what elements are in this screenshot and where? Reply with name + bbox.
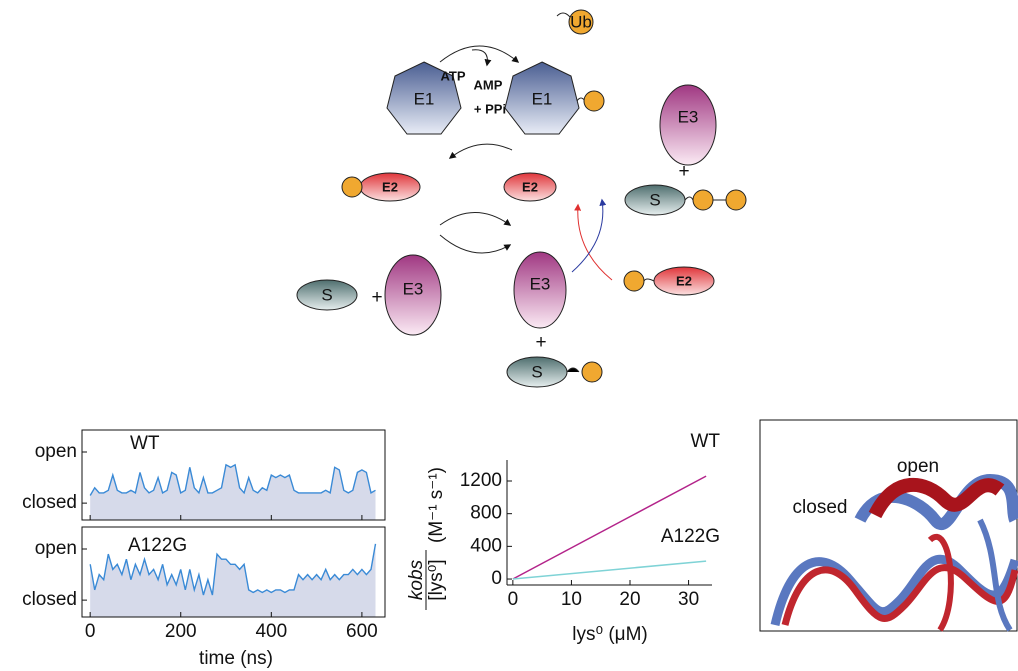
x-axis-label: lys⁰ (μM): [572, 624, 648, 645]
x-tick-label: 0: [85, 621, 96, 642]
y-tick-label: 0: [491, 568, 502, 589]
arrow: [471, 49, 492, 67]
node-label: E3: [678, 107, 699, 126]
node-label: S: [531, 362, 542, 381]
area: [90, 464, 376, 520]
area: [90, 543, 376, 617]
label: AMP: [474, 77, 503, 92]
ub: [568, 9, 594, 35]
node-label: E2: [676, 273, 692, 288]
structure-label: open: [897, 456, 939, 477]
s-node: [296, 279, 358, 311]
series-label: A122G: [128, 535, 187, 556]
e3-node: [513, 251, 567, 329]
node-label: E1: [414, 89, 435, 108]
y-label-denominator: [lys⁰]: [426, 559, 447, 600]
structure-label: closed: [793, 497, 848, 518]
arrow: [439, 212, 512, 226]
ub: [583, 90, 605, 112]
e1-node: [504, 61, 580, 135]
series-label: WT: [130, 433, 160, 454]
structure-image: open closed: [759, 419, 1018, 632]
e3-node: [659, 84, 717, 166]
diagram-labels: Ub E1 E1 ATP AMP + PPi E2 E2 E2 E3 E3 E3…: [321, 12, 698, 381]
label: + PPi: [474, 101, 506, 116]
y-tick-label: open: [35, 538, 77, 559]
frame: [759, 419, 1018, 632]
y-tick-label: 800: [470, 503, 502, 524]
x-tick-label: 200: [165, 621, 197, 642]
y-tick-label: closed: [22, 492, 77, 513]
line: [512, 475, 707, 580]
x-tick-label: 20: [619, 589, 640, 610]
plot-frame: [81, 526, 386, 618]
e1-node: [386, 61, 462, 135]
y-tick-label: 400: [470, 535, 502, 556]
line: [512, 560, 707, 580]
node-label: S: [649, 190, 660, 209]
y-label-units: (M⁻¹ s⁻¹): [426, 467, 447, 543]
arrow: [448, 143, 513, 159]
line: [89, 463, 376, 496]
series-label: A122G: [661, 526, 720, 547]
x-tick-label: 600: [346, 621, 378, 642]
x-tick-label: 30: [678, 589, 699, 610]
e3-node: [384, 254, 442, 336]
e2-node: [503, 172, 557, 202]
arrow: [439, 234, 512, 254]
line: [89, 543, 377, 596]
node-label: E3: [403, 279, 424, 298]
y-tick-label: open: [35, 441, 77, 462]
node-label: S: [321, 285, 332, 304]
arrow: [439, 45, 520, 63]
series-label: WT: [690, 431, 720, 452]
x-tick-label: 10: [561, 589, 582, 610]
y-axis-label: kobs [lys⁰] (M⁻¹ s⁻¹): [406, 467, 447, 610]
node-label: E1: [532, 89, 553, 108]
node-label: E2: [522, 179, 538, 194]
node-label: E3: [530, 274, 551, 293]
arrow: [571, 198, 607, 273]
x-tick-label: 0: [508, 589, 519, 610]
node-label: Ub: [570, 12, 592, 31]
plot-frame: [81, 429, 386, 521]
y-label-numerator: kobs: [406, 559, 427, 600]
plus: +: [535, 332, 546, 353]
ub: [341, 176, 363, 198]
node-label: E2: [382, 179, 398, 194]
label: ATP: [440, 68, 465, 83]
cascade-diagram: [296, 9, 747, 388]
y-tick-label: 1200: [460, 470, 502, 491]
y-tick-label: closed: [22, 589, 77, 610]
plus: +: [678, 161, 689, 182]
x-axis-label: time (ns): [199, 648, 273, 669]
plus: +: [371, 287, 382, 308]
x-tick-label: 400: [255, 621, 287, 642]
arrow: [574, 203, 613, 281]
